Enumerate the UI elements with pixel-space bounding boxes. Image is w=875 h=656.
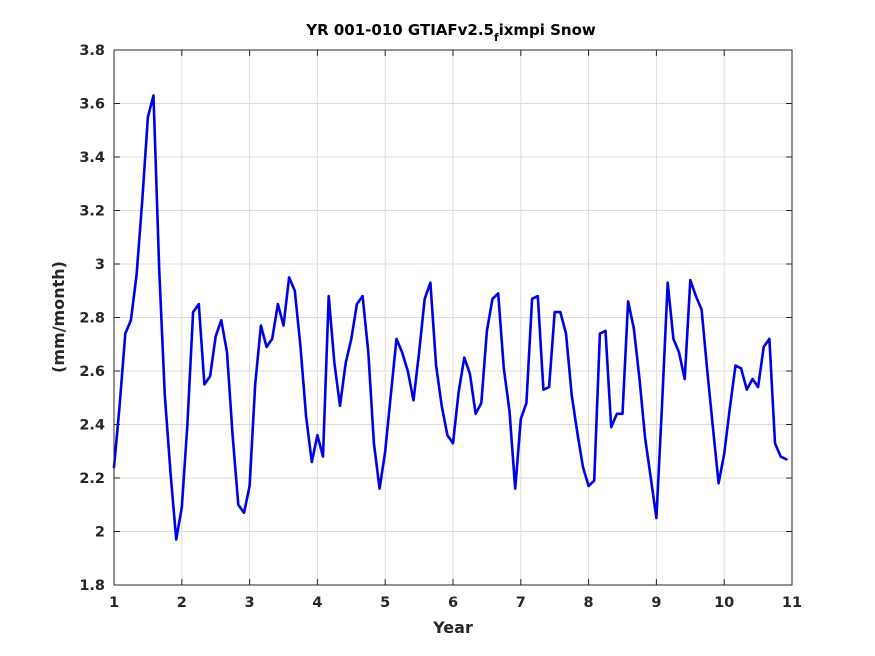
x-tick-labels: 1 2 3 4 5 6 7 8 9 10 11 xyxy=(109,595,802,611)
y-tick-labels: 1.8 2 2.2 2.4 2.6 2.8 3 3.2 3.4 3.6 3.8 xyxy=(79,43,105,594)
x-tick-label: 10 xyxy=(714,595,734,611)
y-tick-label: 1.8 xyxy=(79,578,105,594)
x-axis-label: Year xyxy=(432,618,473,637)
x-tick-label: 5 xyxy=(380,595,390,611)
x-tick-label: 3 xyxy=(245,595,255,611)
y-tick-label: 2.4 xyxy=(79,418,105,434)
x-ticks xyxy=(113,50,793,585)
y-tick-label: 3.4 xyxy=(79,150,105,166)
y-tick-label: 2.8 xyxy=(79,311,105,327)
chart-title-suffix: ixmpi Snow xyxy=(499,21,596,39)
chart-title: YR 001-010 GTIAFv2.5fixmpi Snow xyxy=(305,21,596,44)
x-tick-label: 2 xyxy=(177,595,187,611)
x-tick-label: 11 xyxy=(782,595,802,611)
y-tick-label: 2 xyxy=(95,525,105,541)
y-ticks xyxy=(114,49,792,586)
y-tick-label: 2.6 xyxy=(79,364,105,380)
y-axis-label: (mm/month) xyxy=(49,261,68,373)
y-tick-label: 3.8 xyxy=(79,43,105,59)
x-tick-label: 7 xyxy=(516,595,526,611)
y-tick-label: 3.2 xyxy=(79,204,105,220)
chart-title-subscript: f xyxy=(494,32,499,44)
x-tick-label: 9 xyxy=(651,595,661,611)
x-tick-label: 4 xyxy=(312,595,322,611)
x-tick-label: 1 xyxy=(109,595,119,611)
y-tick-label: 2.2 xyxy=(79,471,105,487)
series-line xyxy=(112,94,788,541)
x-tick-label: 6 xyxy=(448,595,458,611)
y-tick-label: 3.6 xyxy=(79,97,105,113)
x-tick-label: 8 xyxy=(584,595,594,611)
y-tick-label: 3 xyxy=(95,257,105,273)
chart-title-main: YR 001-010 GTIAFv2.5 xyxy=(305,21,494,39)
series-layer xyxy=(112,94,788,541)
